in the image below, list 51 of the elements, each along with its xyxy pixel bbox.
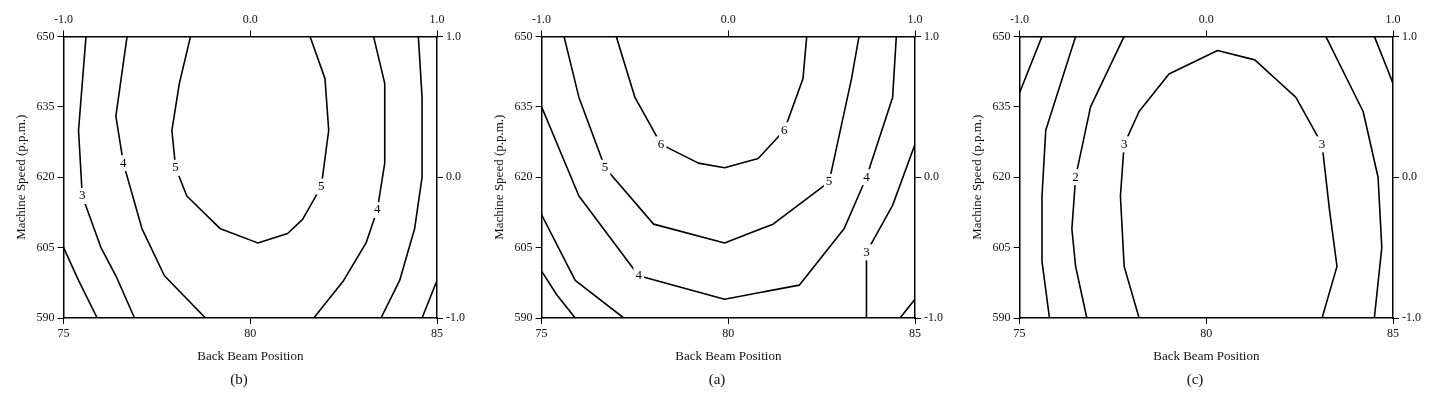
y-tick-label: 650	[514, 28, 533, 43]
y-tick-label: 635	[992, 98, 1011, 113]
y-axis-title: Machine Speed (p.p.m.)	[13, 114, 29, 240]
x-tick-label: 75	[1013, 326, 1026, 341]
x2-tick-label: 0.0	[242, 12, 258, 27]
x-tick-label: 85	[1387, 326, 1399, 341]
x2-tick-label: 1.0	[429, 12, 445, 27]
y2-tick-label: 0.0	[446, 169, 461, 184]
y2-tick-label: -1.0	[1402, 310, 1421, 325]
y2-tick-label: -1.0	[446, 310, 465, 325]
y-tick-label: 590	[36, 310, 55, 325]
x-axis-title: Back Beam Position	[1153, 347, 1260, 363]
y-tick-label: 590	[992, 310, 1011, 325]
x2-tick-label: -1.0	[532, 12, 552, 27]
x-axis-title: Back Beam Position	[197, 347, 304, 363]
x-tick-label: 85	[431, 326, 443, 341]
x2-tick-label: 1.0	[1385, 12, 1401, 27]
y2-tick-label: 0.0	[924, 169, 939, 184]
x2-tick-label: 0.0	[720, 12, 736, 27]
text: (b)	[230, 370, 248, 388]
x2-tick-label: -1.0	[1010, 12, 1030, 27]
y-tick-label: 635	[36, 98, 55, 113]
y-tick-label: 590	[514, 310, 533, 325]
x-tick-label: 85	[909, 326, 921, 341]
y2-tick-label: 0.0	[1402, 169, 1417, 184]
y-tick-label: 650	[992, 28, 1011, 43]
y-tick-label: 650	[36, 28, 55, 43]
y-tick-label: 620	[992, 169, 1011, 184]
x-tick-label: 75	[57, 326, 70, 341]
y-axis-title: Machine Speed (p.p.m.)	[969, 114, 985, 240]
x2-tick-label: 1.0	[907, 12, 923, 27]
x-tick-label: 80	[1200, 326, 1213, 341]
text: (a)	[708, 370, 726, 388]
y2-tick-label: 1.0	[924, 28, 939, 43]
x-tick-label: 80	[722, 326, 735, 341]
y-tick-label: 605	[36, 239, 55, 254]
y-tick-label: 620	[36, 169, 55, 184]
y-tick-label: 605	[992, 239, 1011, 254]
x2-tick-label: 0.0	[1198, 12, 1214, 27]
x-tick-label: 75	[535, 326, 548, 341]
x-axis-title: Back Beam Position	[675, 347, 782, 363]
y2-tick-label: -1.0	[924, 310, 943, 325]
y-tick-label: 605	[514, 239, 533, 254]
y-tick-label: 620	[514, 169, 533, 184]
x-tick-label: 80	[244, 326, 257, 341]
text: (c)	[1186, 370, 1204, 388]
y-tick-label: 635	[514, 98, 533, 113]
y-axis-title: Machine Speed (p.p.m.)	[491, 114, 507, 240]
x2-tick-label: -1.0	[54, 12, 74, 27]
y2-tick-label: 1.0	[446, 28, 461, 43]
y2-tick-label: 1.0	[1402, 28, 1417, 43]
